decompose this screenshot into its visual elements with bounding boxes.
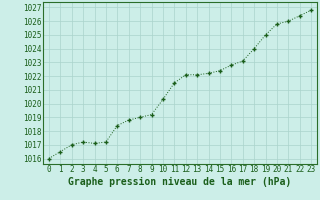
X-axis label: Graphe pression niveau de la mer (hPa): Graphe pression niveau de la mer (hPa) <box>68 177 292 187</box>
